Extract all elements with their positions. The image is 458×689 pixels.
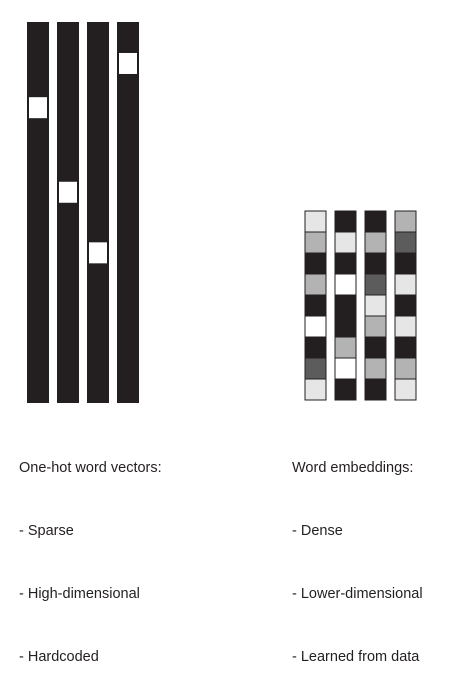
embedding-cell xyxy=(394,357,417,380)
embedding-cell xyxy=(304,252,327,275)
embedding-cell xyxy=(394,315,417,338)
embedding-cell xyxy=(394,231,417,254)
embedding-cell xyxy=(364,210,387,233)
embedding-cell xyxy=(364,273,387,296)
one-hot-vectors xyxy=(27,22,139,403)
one-hot-caption-title: One-hot word vectors: xyxy=(19,460,162,476)
embedding-cell xyxy=(334,231,357,254)
embedding-vector-3 xyxy=(364,210,387,401)
embedding-cell xyxy=(334,294,357,317)
one-hot-vector-1 xyxy=(27,22,49,403)
one-hot-property-sparse: - Sparse xyxy=(19,523,74,539)
embedding-vector-4 xyxy=(394,210,417,401)
word-embedding-vectors xyxy=(304,210,417,401)
embeddings-caption: Word embeddings: - Dense - Lower-dimensi… xyxy=(292,416,423,689)
vector-comparison-figure xyxy=(27,22,417,403)
embedding-cell xyxy=(364,336,387,359)
embedding-cell xyxy=(304,210,327,233)
embedding-cell xyxy=(364,252,387,275)
embedding-cell xyxy=(394,336,417,359)
embeddings-property-dense: - Dense xyxy=(292,523,343,539)
embedding-cell xyxy=(304,357,327,380)
embedding-cell xyxy=(394,252,417,275)
one-hot-property-high-dimensional: - High-dimensional xyxy=(19,586,140,602)
embedding-cell xyxy=(394,273,417,296)
vector-bar xyxy=(87,22,109,403)
embedding-cell xyxy=(304,315,327,338)
embedding-cell xyxy=(304,294,327,317)
one-hot-caption: One-hot word vectors: - Sparse - High-di… xyxy=(19,416,162,689)
vector-bar xyxy=(27,22,49,403)
embedding-cell xyxy=(334,252,357,275)
embedding-vector-2 xyxy=(334,210,357,401)
embedding-cell xyxy=(334,210,357,233)
vector-bar xyxy=(117,22,139,403)
hot-cell xyxy=(88,241,108,265)
one-hot-property-hardcoded: - Hardcoded xyxy=(19,649,99,665)
one-hot-vector-4 xyxy=(117,22,139,403)
embedding-cell xyxy=(304,378,327,401)
vector-bar xyxy=(57,22,79,403)
hot-cell xyxy=(28,96,48,120)
embedding-cell xyxy=(394,210,417,233)
embedding-cell xyxy=(394,378,417,401)
embedding-cell xyxy=(334,315,357,338)
embedding-cell xyxy=(364,315,387,338)
one-hot-vector-3 xyxy=(87,22,109,403)
hot-cell xyxy=(118,51,138,75)
embedding-cell xyxy=(304,231,327,254)
embeddings-property-learned: - Learned from data xyxy=(292,649,420,665)
embedding-cell xyxy=(334,273,357,296)
embedding-cell xyxy=(364,378,387,401)
embedding-vector-1 xyxy=(304,210,327,401)
embedding-cell xyxy=(364,357,387,380)
embeddings-caption-title: Word embeddings: xyxy=(292,460,414,476)
embedding-cell xyxy=(304,273,327,296)
embedding-cell xyxy=(334,378,357,401)
embedding-cell xyxy=(394,294,417,317)
embeddings-property-lower-dimensional: - Lower-dimensional xyxy=(292,586,423,602)
embedding-cell xyxy=(364,294,387,317)
hot-cell xyxy=(58,180,78,204)
embedding-cell xyxy=(304,336,327,359)
embedding-cell xyxy=(364,231,387,254)
one-hot-vector-2 xyxy=(57,22,79,403)
embedding-cell xyxy=(334,336,357,359)
embedding-cell xyxy=(334,357,357,380)
